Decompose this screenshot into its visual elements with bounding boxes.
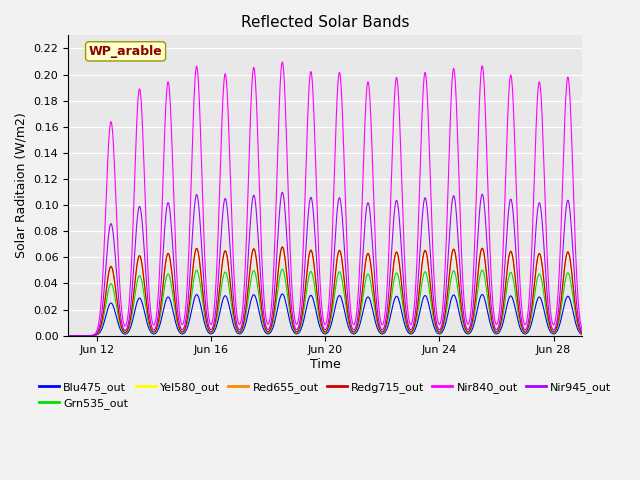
Red655_out <box>508 250 515 255</box>
Nir945_out <box>285 271 293 277</box>
Grn535_out <box>579 331 586 337</box>
Yel580_out <box>508 250 515 255</box>
Nir840_out <box>285 215 293 221</box>
Nir945_out <box>95 327 102 333</box>
Redg715_out <box>64 333 72 338</box>
Yel580_out <box>278 244 286 250</box>
Redg715_out <box>285 295 293 300</box>
Nir840_out <box>508 76 515 82</box>
Yel580_out <box>285 295 293 300</box>
Nir945_out <box>395 210 403 216</box>
Red655_out <box>285 295 293 300</box>
Redg715_out <box>395 257 403 263</box>
Nir840_out <box>95 322 102 327</box>
Grn535_out <box>508 270 515 276</box>
Redg715_out <box>579 331 586 337</box>
Red655_out <box>395 257 403 263</box>
Blu475_out <box>395 297 403 303</box>
Line: Blu475_out: Blu475_out <box>68 294 582 336</box>
Red655_out <box>294 329 301 335</box>
Redg715_out <box>278 244 286 250</box>
Yel580_out <box>294 329 301 335</box>
Line: Redg715_out: Redg715_out <box>68 247 582 336</box>
Nir840_out <box>64 333 72 338</box>
Text: WP_arable: WP_arable <box>89 45 163 58</box>
Nir840_out <box>278 59 286 65</box>
Nir945_out <box>508 198 515 204</box>
Legend: Blu475_out, Grn535_out, Yel580_out, Red655_out, Redg715_out, Nir840_out, Nir945_: Blu475_out, Grn535_out, Yel580_out, Red6… <box>35 377 616 413</box>
Yel580_out <box>95 329 102 335</box>
Grn535_out <box>64 333 72 338</box>
Line: Nir945_out: Nir945_out <box>68 192 582 336</box>
Y-axis label: Solar Raditaion (W/m2): Solar Raditaion (W/m2) <box>15 113 28 258</box>
Red655_out <box>64 333 72 338</box>
Blu475_out <box>285 315 293 321</box>
Redg715_out <box>508 250 515 255</box>
Red655_out <box>338 257 346 263</box>
Line: Yel580_out: Yel580_out <box>68 247 582 336</box>
Yel580_out <box>395 257 403 263</box>
X-axis label: Time: Time <box>310 358 340 371</box>
Red655_out <box>579 331 586 337</box>
Grn535_out <box>285 304 293 310</box>
Grn535_out <box>95 330 102 336</box>
Redg715_out <box>294 329 301 335</box>
Blu475_out <box>338 297 346 303</box>
Blu475_out <box>294 331 301 336</box>
Blu475_out <box>95 331 102 337</box>
Nir945_out <box>579 330 586 336</box>
Nir945_out <box>278 190 286 195</box>
Nir840_out <box>294 321 301 326</box>
Blu475_out <box>508 294 515 300</box>
Yel580_out <box>64 333 72 338</box>
Red655_out <box>95 329 102 335</box>
Line: Grn535_out: Grn535_out <box>68 269 582 336</box>
Blu475_out <box>278 291 286 297</box>
Grn535_out <box>294 330 301 336</box>
Red655_out <box>278 244 286 250</box>
Nir840_out <box>338 100 346 106</box>
Nir945_out <box>294 326 301 332</box>
Yel580_out <box>579 331 586 337</box>
Grn535_out <box>338 276 346 282</box>
Line: Red655_out: Red655_out <box>68 247 582 336</box>
Blu475_out <box>579 332 586 338</box>
Grn535_out <box>278 266 286 272</box>
Nir945_out <box>64 333 72 338</box>
Title: Reflected Solar Bands: Reflected Solar Bands <box>241 15 410 30</box>
Nir840_out <box>395 99 403 105</box>
Yel580_out <box>338 257 346 263</box>
Redg715_out <box>95 329 102 335</box>
Redg715_out <box>338 257 346 263</box>
Blu475_out <box>64 333 72 338</box>
Nir840_out <box>579 327 586 333</box>
Line: Nir840_out: Nir840_out <box>68 62 582 336</box>
Grn535_out <box>395 276 403 282</box>
Nir945_out <box>338 211 346 216</box>
